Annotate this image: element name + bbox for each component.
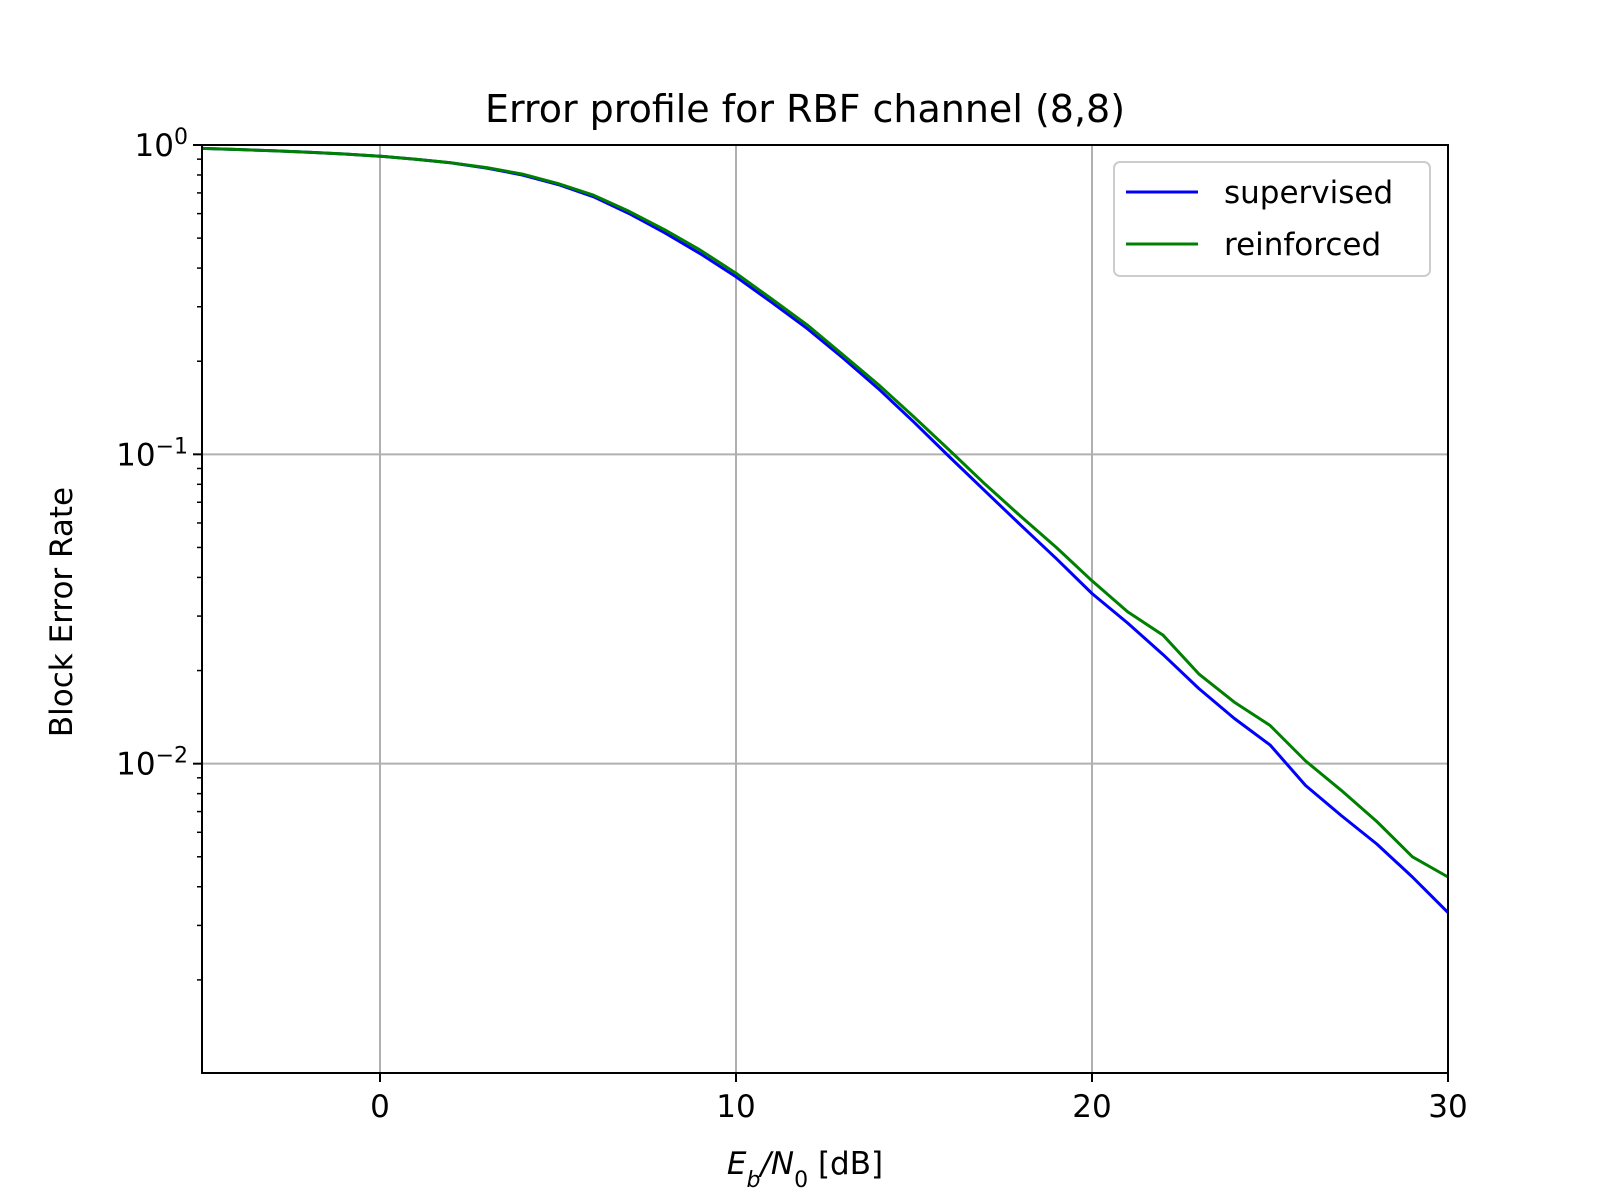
y-tick-label: 100 (135, 125, 188, 165)
x-tick-label: 20 (1072, 1089, 1111, 1125)
legend-label-supervised: supervised (1224, 175, 1393, 211)
legend-label-reinforced: reinforced (1224, 227, 1381, 263)
plot-frame (201, 144, 1449, 1074)
legend: supervised reinforced (1113, 161, 1431, 277)
y-axis-label: Block Error Rate (44, 487, 80, 737)
x-axis-label: Eb/N0 [dB] (727, 1146, 883, 1193)
x-tick-label: 0 (370, 1089, 390, 1125)
y-tick-label: 10−1 (116, 434, 188, 474)
y-ticks: 100 10−1 10−2 (116, 125, 202, 981)
series-line-reinforced (201, 146, 1449, 879)
series-layer (201, 146, 1450, 914)
chart-title: Error profile for RBF channel (8,8) (485, 87, 1125, 131)
x-tick-label: 30 (1428, 1089, 1467, 1125)
y-tick-label: 10−2 (116, 743, 188, 783)
x-ticks: 0 10 20 30 (370, 1073, 1468, 1125)
x-tick-label: 10 (716, 1089, 755, 1125)
